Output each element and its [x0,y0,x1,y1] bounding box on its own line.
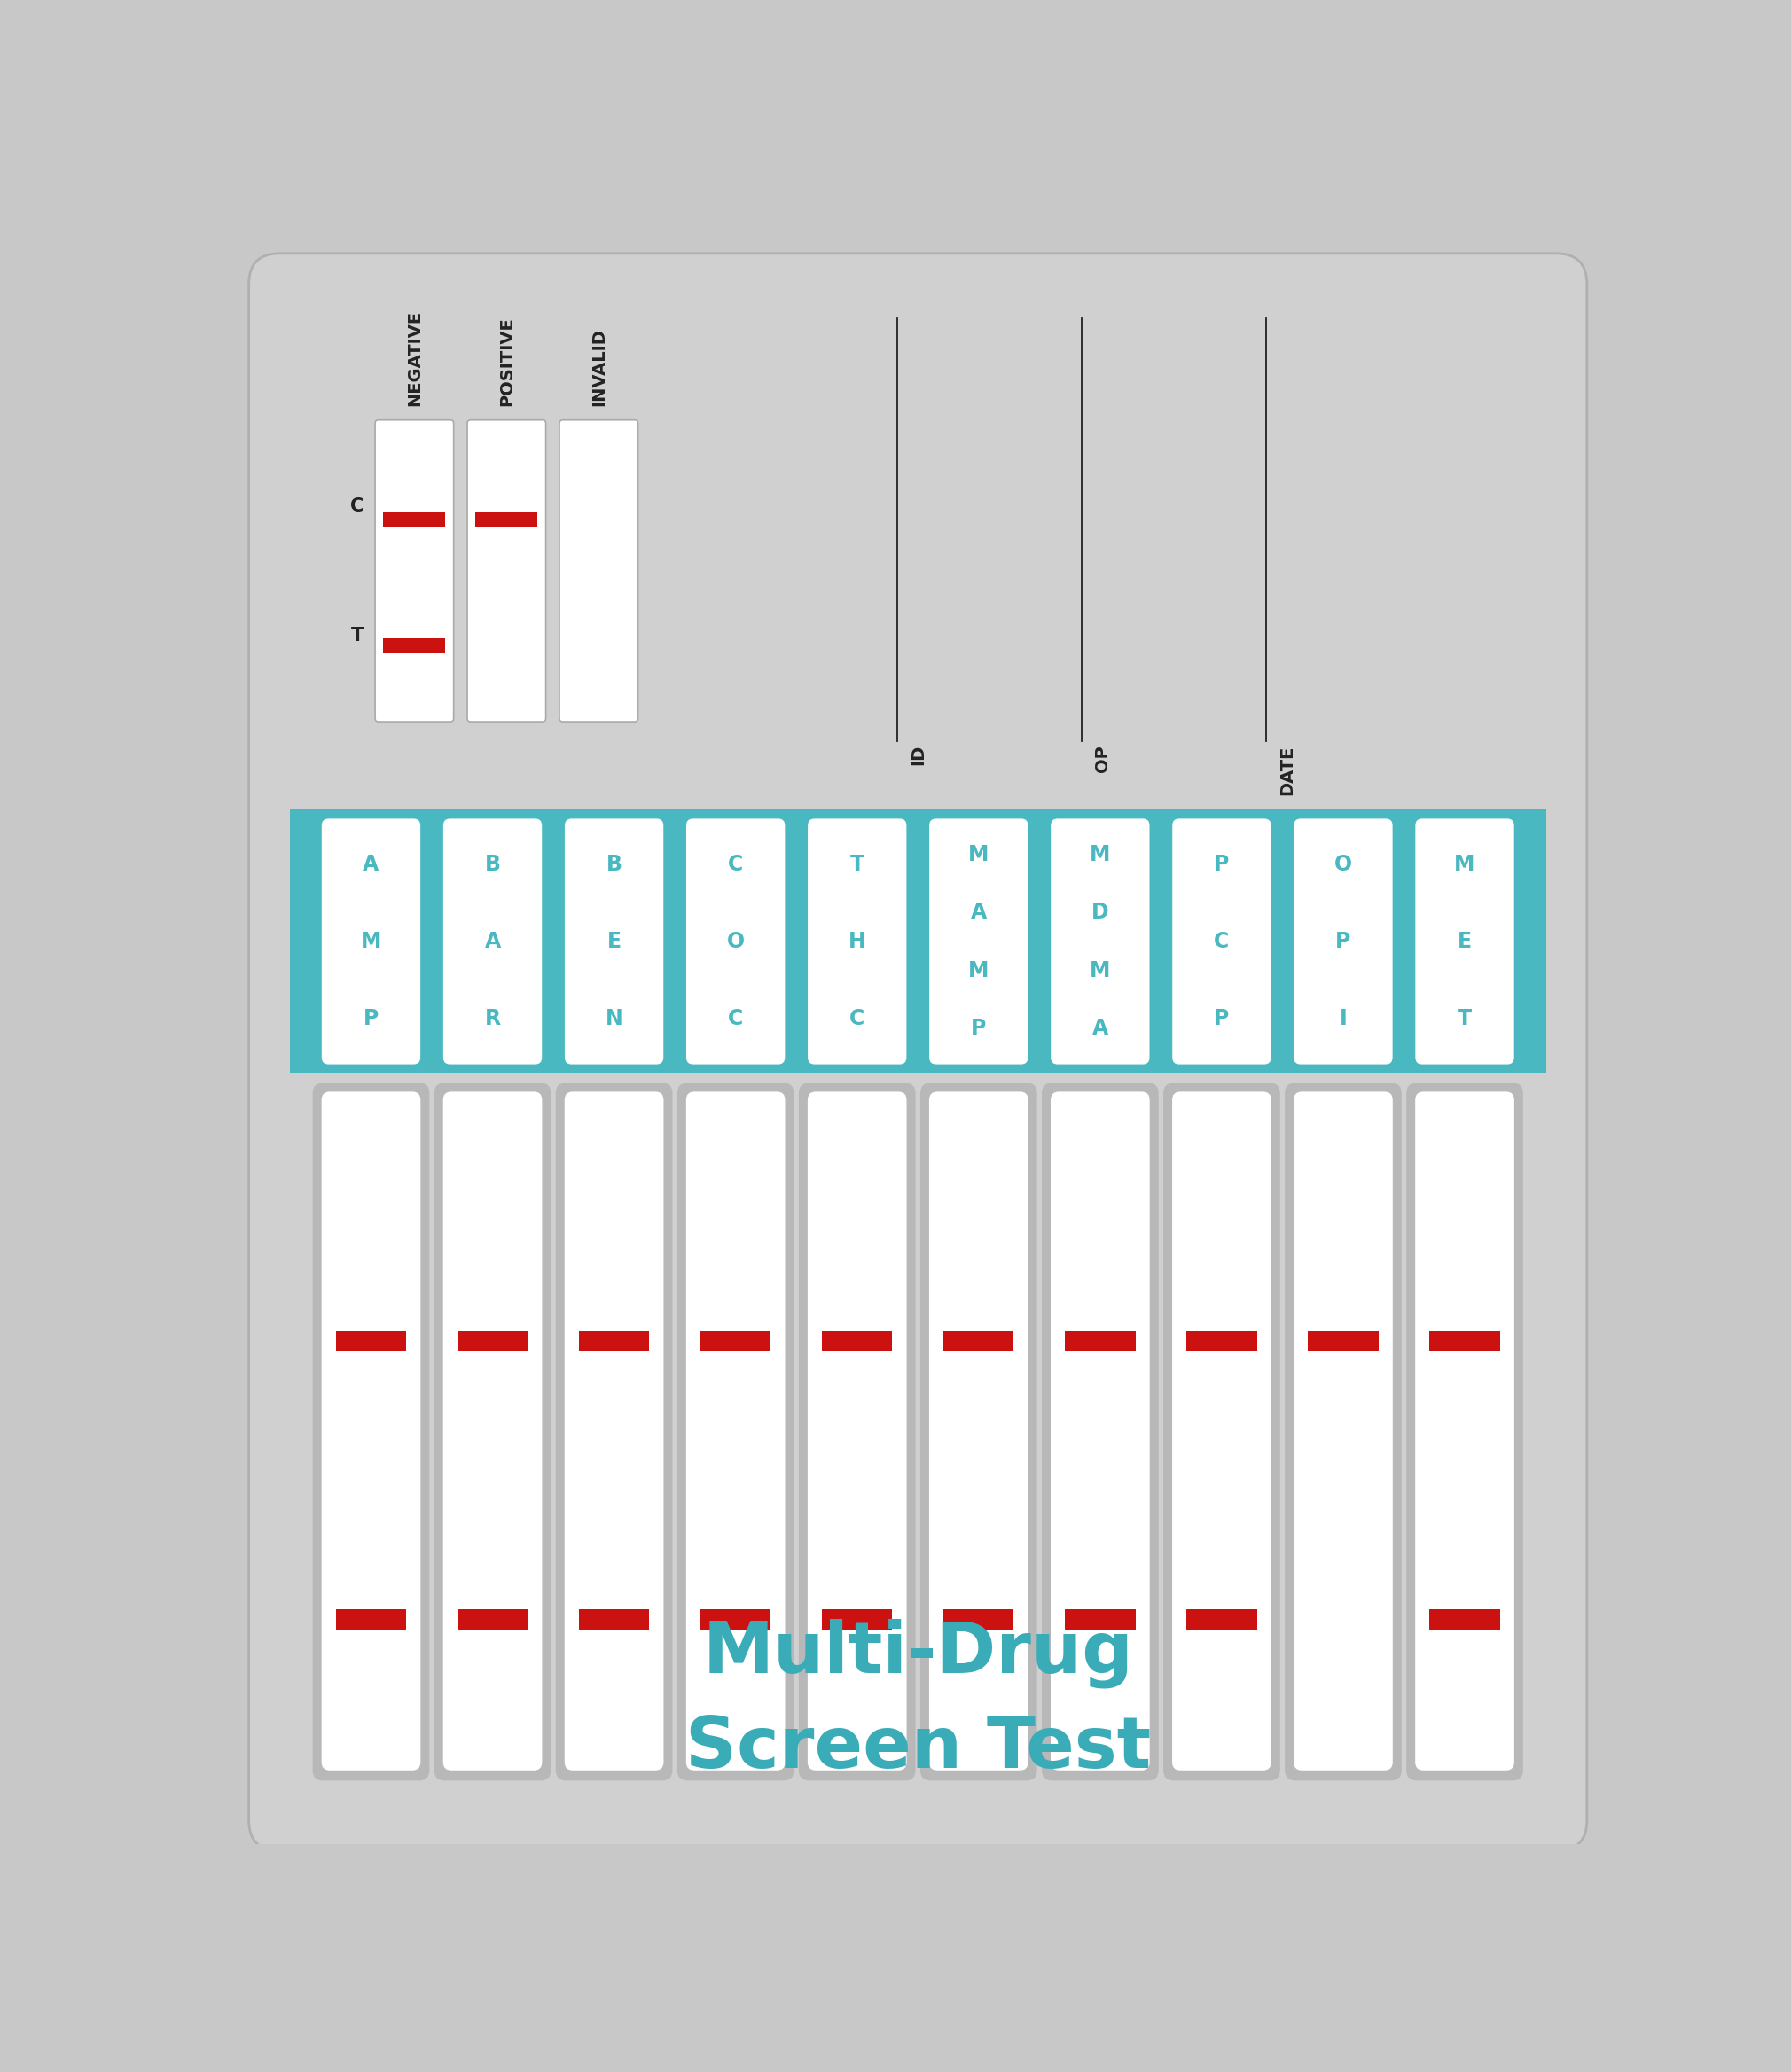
Bar [1307,1330,1379,1351]
Text: P: P [1336,930,1350,953]
FancyBboxPatch shape [921,1084,1037,1780]
Text: P: P [971,1017,987,1040]
FancyBboxPatch shape [313,1084,430,1780]
Text: E: E [607,930,621,953]
Bar [822,1330,892,1351]
Text: A: A [364,854,380,874]
Text: D: D [1091,901,1109,924]
Text: T: T [351,628,364,644]
Bar [337,1330,407,1351]
Bar [944,1330,1014,1351]
FancyBboxPatch shape [433,1084,552,1780]
FancyBboxPatch shape [799,1084,915,1780]
FancyBboxPatch shape [322,818,421,1065]
Bar [383,638,446,653]
Text: P: P [1214,1009,1229,1030]
FancyBboxPatch shape [1293,1092,1393,1769]
Bar [578,1330,650,1351]
Bar [457,1330,528,1351]
Text: M: M [969,843,989,866]
Text: INVALID: INVALID [591,329,607,406]
FancyBboxPatch shape [564,818,663,1065]
FancyBboxPatch shape [249,253,1587,1850]
Text: T: T [851,854,865,874]
Text: T: T [1458,1009,1472,1030]
Text: E: E [1458,930,1472,953]
FancyBboxPatch shape [1051,1092,1150,1769]
Bar [1186,1330,1257,1351]
Bar [475,512,537,526]
FancyBboxPatch shape [1415,1092,1513,1769]
FancyBboxPatch shape [1042,1084,1159,1780]
FancyBboxPatch shape [1164,1084,1281,1780]
Bar [337,1610,407,1631]
FancyBboxPatch shape [930,818,1028,1065]
Text: ID: ID [910,746,926,765]
Text: B: B [605,854,621,874]
Text: M: M [1089,843,1110,866]
FancyBboxPatch shape [322,1092,421,1769]
FancyBboxPatch shape [677,1084,793,1780]
Bar [822,1610,892,1631]
Bar [1066,1330,1135,1351]
FancyBboxPatch shape [564,1092,664,1769]
Text: I: I [1340,1009,1347,1030]
Bar [457,1610,528,1631]
FancyBboxPatch shape [467,421,546,721]
Text: N: N [605,1009,623,1030]
FancyBboxPatch shape [442,818,543,1065]
FancyBboxPatch shape [559,421,638,721]
Text: Screen Test: Screen Test [684,1714,1152,1784]
Bar [700,1610,770,1631]
FancyBboxPatch shape [930,1092,1028,1769]
FancyBboxPatch shape [1284,1084,1402,1780]
FancyBboxPatch shape [555,1084,672,1780]
Bar [578,1610,650,1631]
Text: B: B [485,854,500,874]
Bar [383,512,446,526]
FancyBboxPatch shape [442,1092,543,1769]
Text: H: H [849,930,865,953]
Text: M: M [1454,854,1476,874]
Text: A: A [1093,1017,1109,1040]
Text: POSITIVE: POSITIVE [498,317,516,406]
Text: P: P [364,1009,378,1030]
FancyBboxPatch shape [1173,818,1272,1065]
Bar [290,810,1546,1073]
Text: A: A [971,901,987,924]
FancyBboxPatch shape [1171,1092,1272,1769]
Text: NEGATIVE: NEGATIVE [407,311,423,406]
Text: DATE: DATE [1279,746,1295,796]
Text: O: O [1334,854,1352,874]
Text: M: M [969,959,989,982]
Text: C: C [1214,930,1229,953]
FancyBboxPatch shape [1415,818,1513,1065]
Text: C: C [727,854,743,874]
Bar [1186,1610,1257,1631]
Text: M: M [1089,959,1110,982]
FancyBboxPatch shape [808,1092,906,1769]
FancyBboxPatch shape [808,818,906,1065]
FancyBboxPatch shape [1293,818,1393,1065]
Text: OP: OP [1094,746,1110,773]
FancyBboxPatch shape [1051,818,1150,1065]
Text: C: C [727,1009,743,1030]
Bar [700,1330,770,1351]
FancyBboxPatch shape [686,818,784,1065]
FancyBboxPatch shape [686,1092,784,1769]
Bar [1066,1610,1135,1631]
FancyBboxPatch shape [1406,1084,1522,1780]
Bar [1429,1330,1499,1351]
Text: R: R [485,1009,501,1030]
Text: Multi-Drug: Multi-Drug [702,1618,1134,1689]
Bar [1429,1610,1499,1631]
Bar [944,1610,1014,1631]
FancyBboxPatch shape [374,421,453,721]
Text: A: A [485,930,501,953]
Text: P: P [1214,854,1229,874]
Text: O: O [727,930,745,953]
Text: C: C [849,1009,865,1030]
Text: M: M [360,930,381,953]
Text: C: C [349,497,364,514]
